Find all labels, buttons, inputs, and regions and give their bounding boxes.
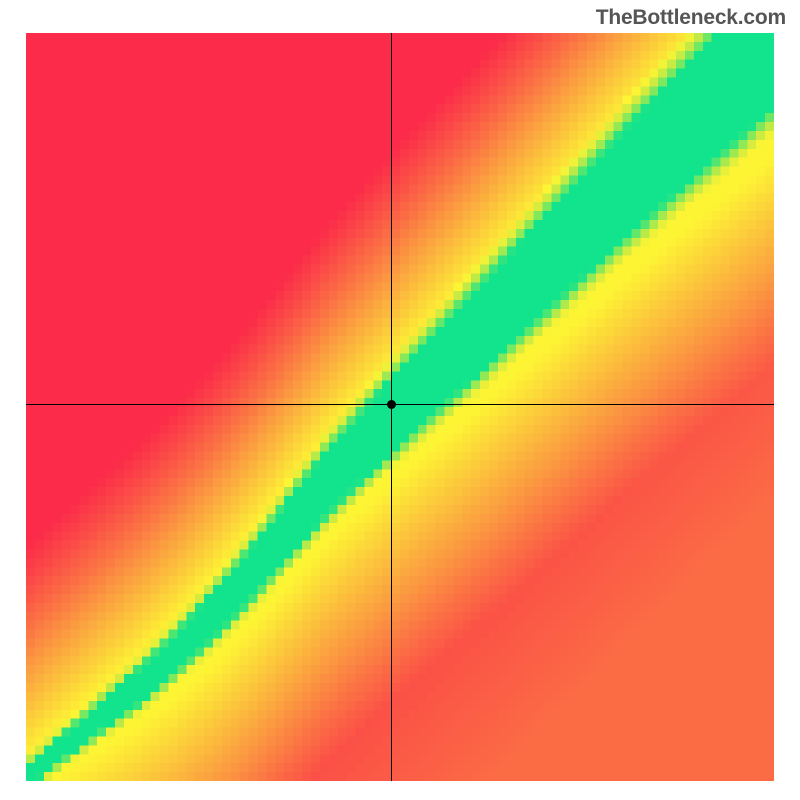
chart-container: TheBottleneck.com — [0, 0, 800, 800]
attribution-text: TheBottleneck.com — [596, 6, 786, 30]
bottleneck-heatmap-canvas — [26, 33, 774, 781]
